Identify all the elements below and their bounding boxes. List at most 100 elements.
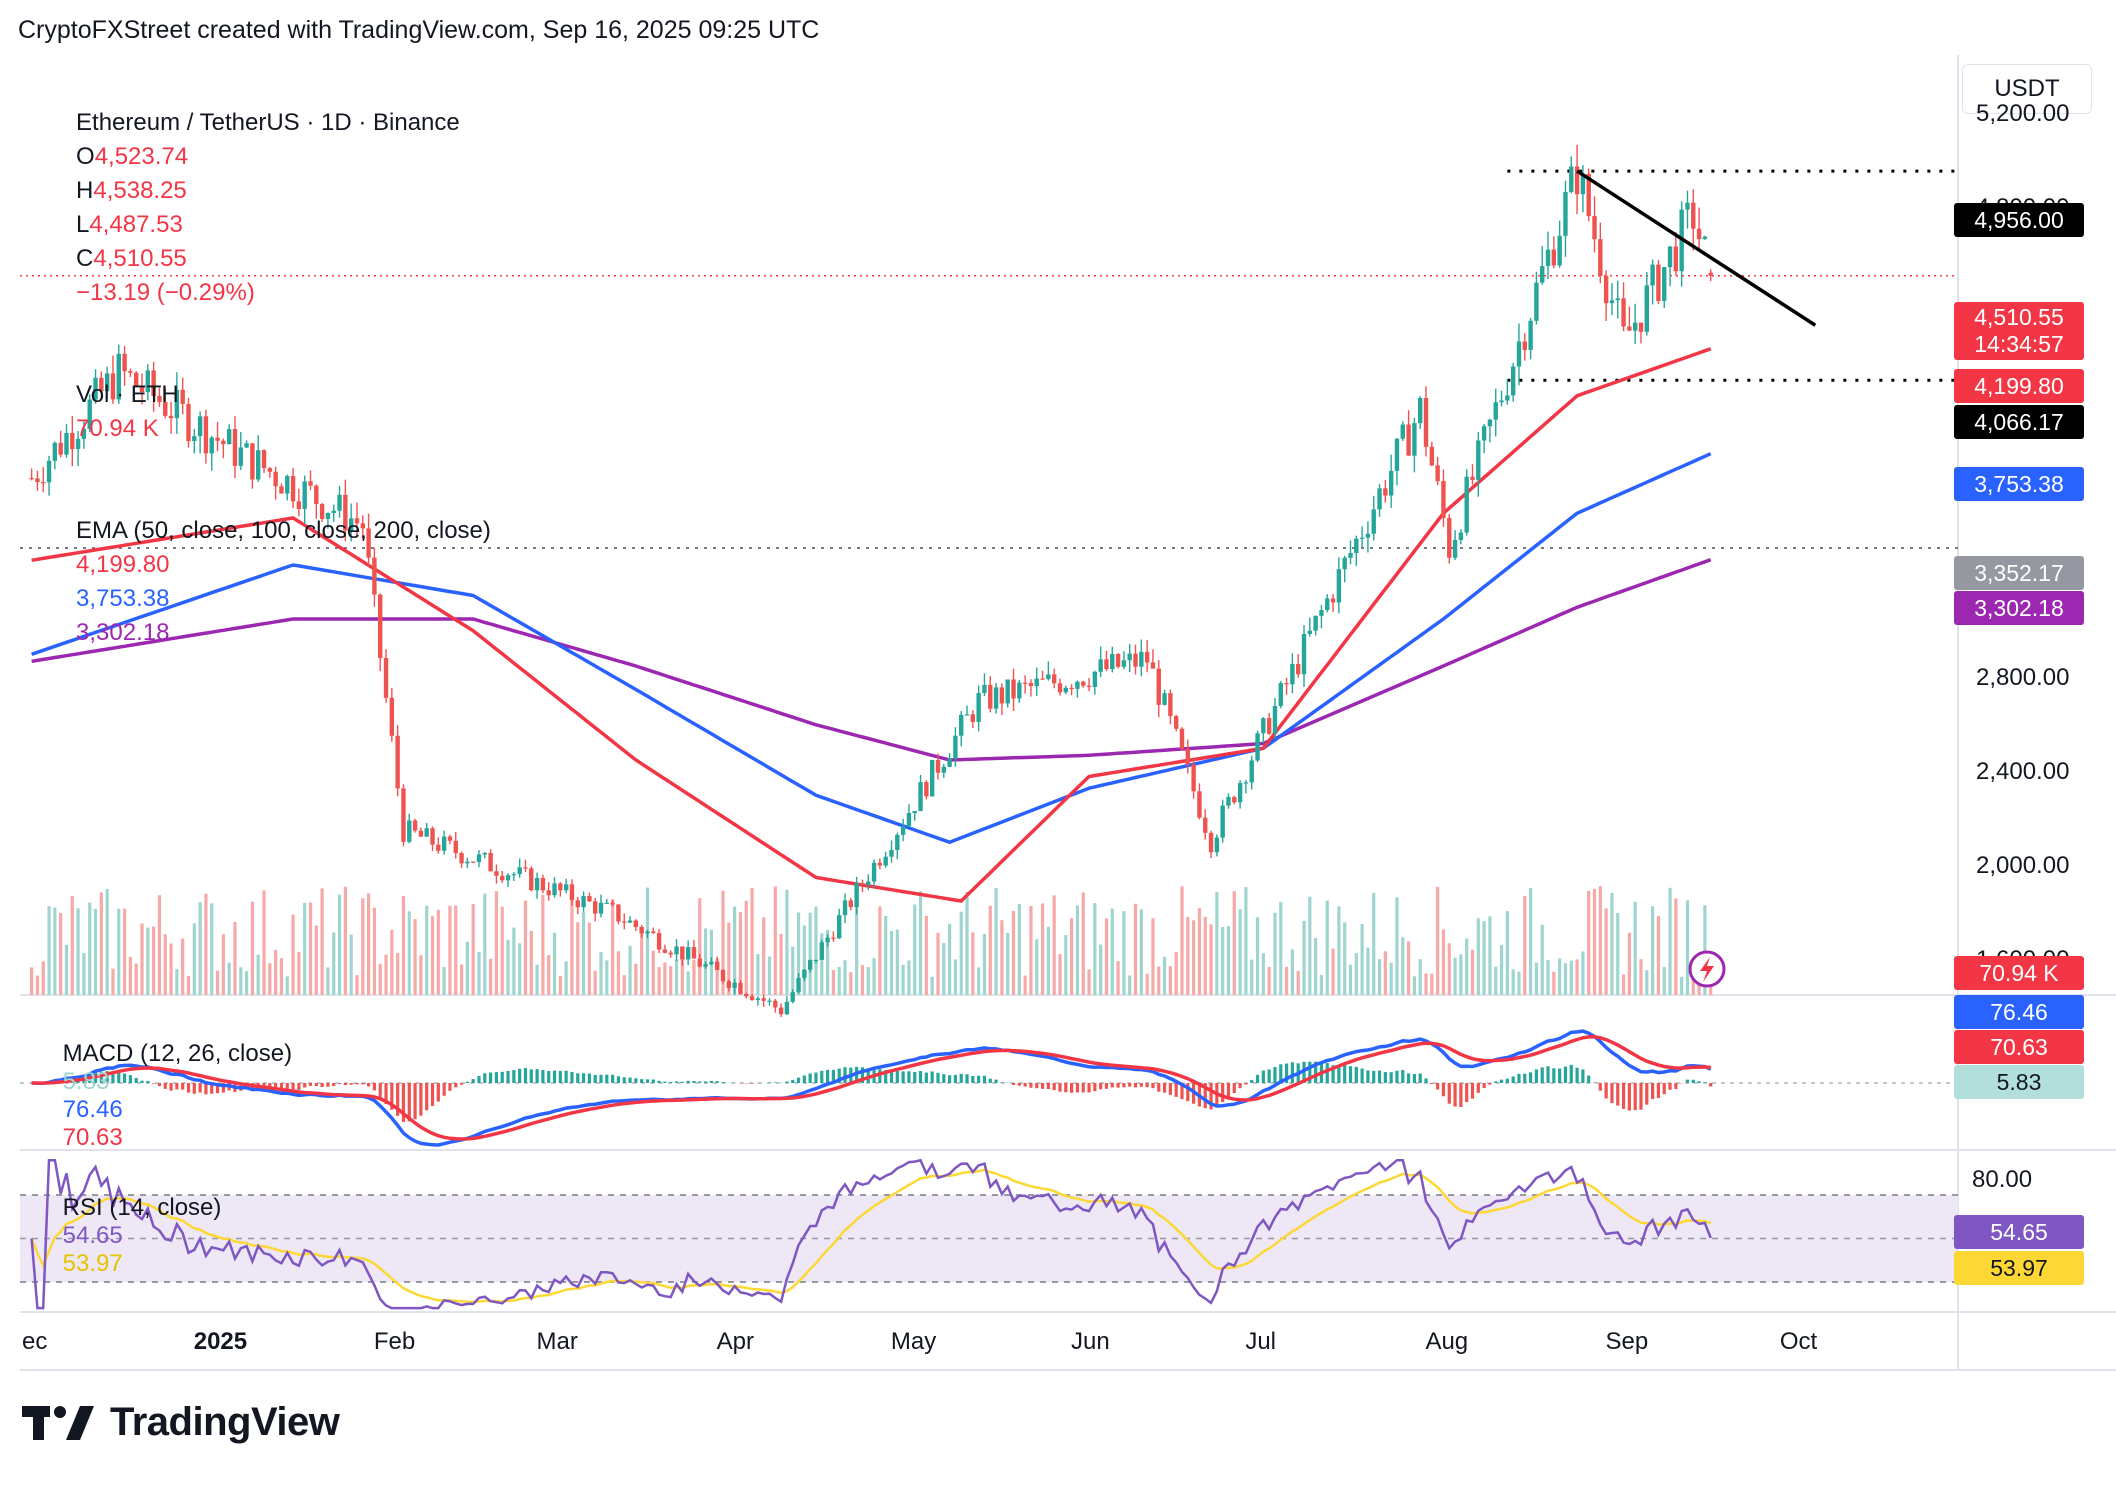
volume-bar — [291, 915, 294, 995]
candle-body — [1627, 326, 1631, 330]
macd-hist-bar — [1111, 1083, 1114, 1087]
candle-body — [703, 964, 707, 967]
candle-body — [756, 998, 760, 1000]
volume-bar — [332, 932, 335, 995]
volume-bar — [809, 913, 812, 995]
candle-body — [767, 1001, 771, 1002]
tradingview-logo[interactable]: TradingView — [22, 1400, 339, 1445]
candle-body — [436, 845, 440, 851]
ema-label[interactable]: EMA (50, close, 100, close, 200, close) — [76, 517, 491, 544]
volume-bar — [199, 902, 202, 995]
macd-hist-bar — [1384, 1072, 1387, 1083]
candle-body — [1546, 250, 1550, 266]
high-label: H — [76, 177, 93, 204]
macd-hist-bar — [1506, 1079, 1509, 1083]
low-value: 4,487.53 — [89, 211, 182, 238]
volume-bar — [123, 909, 126, 995]
volume-bar — [36, 976, 39, 995]
candle-body — [1308, 631, 1312, 634]
candle-body — [1000, 687, 1004, 703]
volume-bar — [1581, 951, 1584, 995]
volume-bar — [1680, 977, 1683, 995]
candle-body — [831, 938, 835, 939]
volume-bar — [1512, 969, 1515, 995]
macd-hist-bar — [1657, 1083, 1660, 1098]
macd-hist-bar — [1361, 1069, 1364, 1083]
macd-hist-bar — [843, 1067, 846, 1083]
volume-bar — [1239, 909, 1242, 995]
candle-body — [1662, 267, 1666, 301]
volume-bar — [1663, 967, 1666, 995]
volume-bar — [774, 886, 777, 995]
candle-body — [1174, 716, 1178, 729]
volume-bar — [640, 929, 643, 995]
volume-bar — [884, 916, 887, 995]
candle-body — [622, 921, 626, 922]
macd-hist-bar — [605, 1075, 608, 1083]
volume-bar — [541, 895, 544, 995]
candle-body — [483, 853, 487, 854]
candle-body — [1313, 616, 1317, 631]
macd-hist-bar — [541, 1070, 544, 1083]
volume-bar — [698, 898, 701, 995]
volume-bar — [628, 946, 631, 995]
macd-hist-bar — [361, 1083, 364, 1084]
price-axis-tick: 2,400.00 — [1976, 758, 2069, 786]
volume-bar — [1355, 953, 1358, 995]
symbol-name[interactable]: Ethereum / TetherUS · 1D · Binance — [76, 109, 460, 136]
volume-bar — [559, 976, 562, 995]
candle-body — [1017, 683, 1021, 699]
badge-ema200: 3,302.18 — [1954, 591, 2084, 625]
rsi-legend: RSI (14, close) 54.65 53.97 — [36, 1166, 235, 1306]
macd-hist-bar — [1122, 1083, 1125, 1087]
macd-hist-bar — [1146, 1083, 1149, 1087]
volume-bar — [1029, 906, 1032, 995]
candle-body — [1534, 283, 1538, 321]
candle-body — [1052, 674, 1056, 683]
candle-body — [721, 970, 725, 981]
volume-bar — [1087, 969, 1090, 995]
candle-body — [616, 905, 620, 922]
badge-volume-text: 70.94 K — [1979, 960, 2058, 987]
macd-hist-bar — [332, 1083, 335, 1086]
volume-bar — [849, 972, 852, 995]
candle-body — [709, 962, 713, 964]
volume-bar — [355, 975, 358, 995]
macd-hist-bar — [1401, 1070, 1404, 1083]
macd-hist-bar — [658, 1081, 661, 1083]
macd-hist-bar — [1459, 1083, 1462, 1107]
volume-bar — [437, 910, 440, 995]
volume-label[interactable]: Vol · ETH — [76, 381, 179, 408]
candle-body — [1691, 203, 1695, 229]
macd-hist-bar — [669, 1082, 672, 1083]
macd-label[interactable]: MACD (12, 26, close) — [63, 1040, 292, 1067]
volume-bar — [1146, 974, 1149, 995]
macd-hist-bar — [576, 1073, 579, 1083]
candle-body — [523, 867, 527, 868]
volume-bar — [1605, 908, 1608, 995]
volume-bar — [1448, 943, 1451, 995]
candle-body — [1709, 273, 1713, 276]
macd-hist-bar — [1593, 1082, 1596, 1083]
macd-hist-bar — [919, 1071, 922, 1083]
volume-bar — [146, 928, 149, 995]
macd-hist-bar — [1570, 1065, 1573, 1083]
candle-body — [1145, 652, 1149, 663]
volume-bar — [1273, 913, 1276, 995]
macd-hist-bar — [716, 1081, 719, 1083]
macd-hist-bar — [617, 1076, 620, 1083]
candle-body — [1064, 688, 1068, 693]
macd-hist-bar — [983, 1076, 986, 1083]
macd-hist-bar — [448, 1083, 451, 1091]
candle-body — [854, 883, 858, 907]
candle-body — [1191, 764, 1195, 791]
macd-hist-bar — [902, 1071, 905, 1083]
macd-hist-bar — [989, 1079, 992, 1083]
macd-hist-bar — [931, 1071, 934, 1083]
macd-hist-bar — [1041, 1083, 1044, 1089]
volume-bar — [1209, 924, 1212, 995]
candle-body — [1133, 654, 1137, 667]
volume-bar — [443, 967, 446, 995]
rsi-label[interactable]: RSI (14, close) — [63, 1194, 222, 1221]
volume-bar — [524, 901, 527, 995]
